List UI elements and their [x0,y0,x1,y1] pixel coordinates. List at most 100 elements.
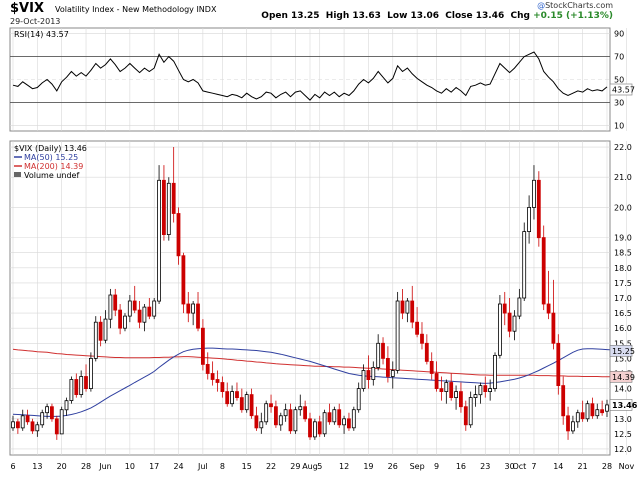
candle-body [536,179,541,239]
candle-body [273,406,278,426]
x-tick-label: 16 [456,462,466,471]
candle-body [308,418,312,438]
candle-body [64,400,69,411]
candle-body [322,412,327,435]
candle-body [546,303,551,314]
candle-body [405,300,410,314]
rsi-line [12,51,608,101]
x-tick-label: 28 [602,462,612,471]
candle-body [113,294,118,311]
candle-body [527,206,531,232]
security-name: Volatility Index - New Methodology INDX [55,5,217,14]
ma50-value-tag [609,345,633,357]
candle-body [575,412,580,423]
rsi-y-tick: 50 [614,76,624,85]
x-tick-label: Oct [512,462,526,471]
high-value: 13.63 [352,11,381,21]
candle-body [283,409,288,417]
candle-body [35,424,40,432]
candle-body [541,237,546,305]
candle-body [346,418,351,429]
ma200-value-tag [609,371,633,383]
rsi-y-tick: 70 [614,53,624,62]
candle-body [507,312,512,332]
candle-body [483,385,488,393]
candle-body [415,321,420,335]
candle-body [176,213,181,257]
candle-body [196,303,200,329]
candle-body [74,379,79,396]
candle-body [342,418,347,426]
candle-body [264,403,269,423]
close-value-tag [609,399,633,411]
candle-body [200,327,205,365]
candle-body [181,255,186,305]
ticker-symbol: $VIX [10,1,44,16]
candle-body [595,409,600,417]
open-value: 13.25 [291,11,320,21]
legend-volume-swatch [14,172,21,177]
x-tick-label: 5 [317,462,322,471]
x-tick-label: Jun [98,462,112,471]
candle-body [45,406,49,414]
candle-body [561,385,566,417]
rsi-label: RSI(14) 43.57 [14,30,69,39]
x-tick-label: 13 [32,462,42,471]
candle-body [25,415,30,423]
price-y-tick: 21.0 [614,173,632,182]
candle-body [420,333,424,344]
candle-body [89,357,93,389]
candle-body [152,300,157,317]
candle-body [137,309,142,323]
candle-body [410,300,415,323]
price-y-tick: 14.0 [614,385,632,394]
candle-body [79,376,84,396]
candle-body [59,409,64,435]
rsi-panel: 90 70 50 30 10 43.57 RSI(14) 43.57 [9,27,635,132]
rsi-value-tag-text: 43.57 [612,86,635,95]
close-label: Close [445,11,473,21]
candle-body [337,409,342,426]
candle-body [166,182,171,236]
candle-body [84,376,88,390]
candle-body [278,415,283,426]
candle-body [118,309,122,329]
candle-body [293,409,298,432]
candle-body [400,300,405,314]
candle-body [449,382,454,399]
x-tick-label: Aug [302,462,318,471]
x-tick-label: 14 [553,462,563,471]
candle-body [269,403,273,408]
candle-body [551,312,556,344]
candle-body [317,421,322,435]
candle-body [132,300,137,311]
price-y-tick: 15.0 [614,354,632,363]
price-y-tick: 22.0 [614,143,632,152]
candle-body [332,409,337,423]
price-y-tick: 18.0 [614,264,632,273]
price-y-tick: 16.5 [614,309,632,318]
candle-body [98,321,103,341]
candle-body [580,412,585,420]
candle-body [585,403,590,420]
x-tick-label: 19 [363,462,373,471]
candle-body [444,382,449,393]
price-y-tick: 13.0 [614,415,632,424]
candle-body [512,315,517,332]
candle-body [463,406,468,426]
x-tick-label: 26 [388,462,398,471]
x-tick-label: 7 [531,462,536,471]
candle-body [424,342,429,362]
close-value: 13.46 [475,11,505,21]
chg-value: +0.15 (+1.13%) [533,11,613,21]
candle-body [69,379,74,402]
candle-body [605,404,609,412]
x-tick-label: 21 [578,462,588,471]
x-tick-label: Nov [619,462,635,471]
candle-body [385,357,390,377]
candle-body [142,306,147,323]
low-label: Low [387,11,408,21]
legend-ma50: MA(50) 15.25 [24,153,78,162]
